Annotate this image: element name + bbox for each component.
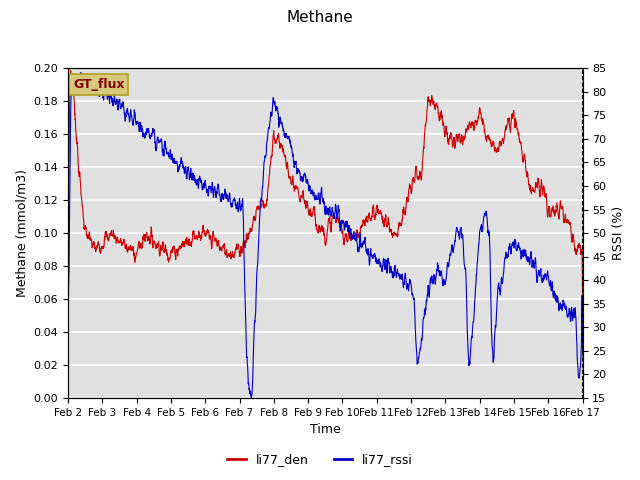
- Text: GT_flux: GT_flux: [73, 78, 125, 91]
- Text: Methane: Methane: [287, 10, 353, 24]
- Y-axis label: RSSI (%): RSSI (%): [612, 206, 625, 260]
- Legend: li77_den, li77_rssi: li77_den, li77_rssi: [222, 448, 418, 471]
- X-axis label: Time: Time: [310, 423, 340, 436]
- Y-axis label: Methane (mmol/m3): Methane (mmol/m3): [15, 169, 28, 297]
